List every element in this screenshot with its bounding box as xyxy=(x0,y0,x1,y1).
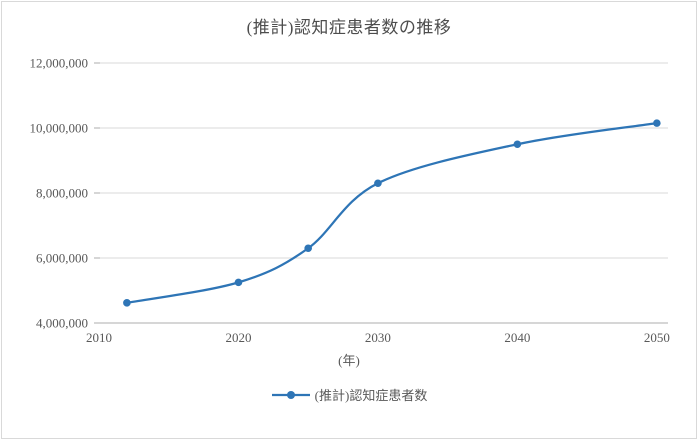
legend-label: (推計)認知症患者数 xyxy=(314,388,428,403)
data-point-marker xyxy=(304,244,312,253)
series-line xyxy=(125,122,658,304)
y-tick-label: 6,000,000 xyxy=(36,251,88,266)
x-tick-label: 2030 xyxy=(365,330,391,345)
y-tick-label: 4,000,000 xyxy=(36,316,88,331)
x-tick-label: 2040 xyxy=(504,330,530,345)
x-tick-label: 2010 xyxy=(86,330,112,345)
legend-dot xyxy=(286,390,295,399)
data-point-marker xyxy=(653,119,661,127)
data-point-marker xyxy=(123,299,131,307)
data-point-marker xyxy=(234,278,243,287)
chart-title: (推計)認知症患者数の推移 xyxy=(246,18,452,37)
x-tick-label: 2020 xyxy=(225,330,251,345)
data-point-marker xyxy=(374,179,382,188)
y-tick-label: 12,000,000 xyxy=(30,56,89,71)
data-point-marker xyxy=(513,140,522,149)
legend: (推計)認知症患者数 xyxy=(0,385,698,404)
legend-line-marker-icon xyxy=(271,390,310,399)
x-axis-title: (年) xyxy=(338,353,360,368)
y-tick-label: 8,000,000 xyxy=(36,186,88,201)
y-tick-label: 10,000,000 xyxy=(30,121,89,136)
x-tick-label: 2050 xyxy=(644,330,670,345)
